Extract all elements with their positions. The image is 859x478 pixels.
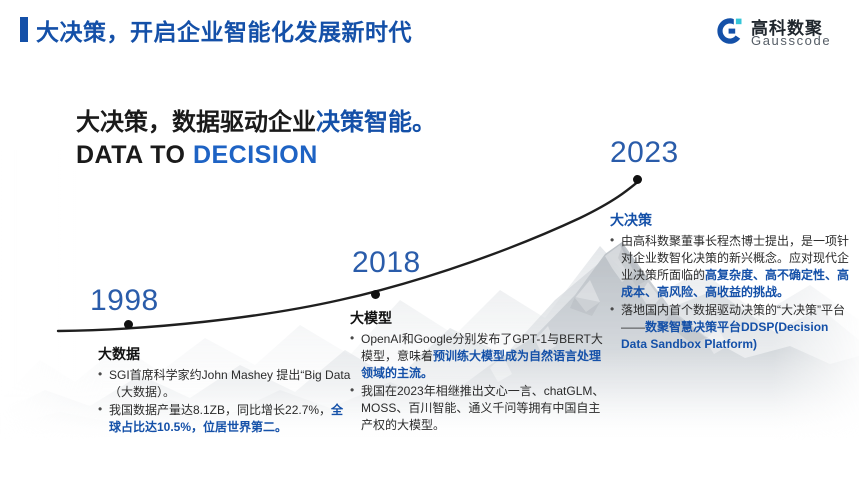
headline-block: 大决策，数据驱动企业决策智能。 DATA TO DECISION <box>76 108 436 170</box>
milestone-year-label: 1998 <box>90 284 159 317</box>
milestone-heading: 大决策 <box>610 212 652 228</box>
gausscode-g-logo-icon <box>717 18 742 44</box>
milestone-body: 大模型 OpenAI和Google分别发布了GPT-1与BERT大模型，意味着预… <box>350 310 606 434</box>
slide-header: 大决策，开启企业智能化发展新时代 高科数聚 Gausscode <box>0 0 859 58</box>
milestone-dot-2023 <box>633 175 642 184</box>
headline-cn-part2: 决策智能。 <box>316 109 436 136</box>
logo-name-cn: 高科数聚 <box>751 19 823 38</box>
milestone-year-label: 2023 <box>610 136 679 169</box>
milestone-bullet-list: SGI首席科学家约John Mashey 提出“Big Data（大数据）。 我… <box>98 366 352 436</box>
header-accent-bar <box>20 17 28 42</box>
list-item: OpenAI和Google分别发布了GPT-1与BERT大模型，意味着预训练大模… <box>350 330 606 382</box>
page-title: 大决策，开启企业智能化发展新时代 <box>36 19 412 45</box>
milestone-dot-2018 <box>371 290 380 299</box>
milestone-bullet-list: OpenAI和Google分别发布了GPT-1与BERT大模型，意味着预训练大模… <box>350 330 606 434</box>
headline-cn: 大决策，数据驱动企业决策智能。 <box>76 108 436 138</box>
milestone-heading: 大模型 <box>350 310 392 326</box>
bullet-segment: SGI首席科学家约John Mashey 提出“Big Data（大数据）。 <box>109 367 351 399</box>
list-item: 落地国内首个数据驱动决策的“大决策”平台——数聚智慧决策平台DDSP(Decis… <box>610 301 856 353</box>
headline-en-part1: DATA TO <box>76 141 193 169</box>
logo-name-en: Gausscode <box>751 33 832 48</box>
list-item: SGI首席科学家约John Mashey 提出“Big Data（大数据）。 <box>98 366 352 401</box>
milestone-2023: 2023 大决策 由高科数聚董事长程杰博士提出，是一项针对企业数智化决策的新兴概… <box>604 138 856 354</box>
list-item: 我国数据产量达8.1ZB，同比增长22.7%，全球占比达10.5%，位居世界第二… <box>98 401 352 436</box>
company-logo: 高科数聚 Gausscode <box>715 12 843 52</box>
headline-en-part2: DECISION <box>192 141 318 169</box>
milestone-2018: 2018 大模型 OpenAI和Google分别发布了GPT-1与BERT大模型… <box>344 248 606 435</box>
list-item: 我国在2023年相继推出文心一言、chatGLM、MOSS、百川智能、通义千问等… <box>350 382 606 434</box>
headline-cn-part1: 大决策，数据驱动企业 <box>76 109 316 136</box>
headline-en: DATA TO DECISION <box>76 141 436 170</box>
milestone-dot-1998 <box>124 320 133 329</box>
bullet-segment-emphasis: 数聚智慧决策平台DDSP(Decision Data Sandbox Platf… <box>621 319 829 351</box>
list-item: 由高科数聚董事长程杰博士提出，是一项针对企业数智化决策的新兴概念。应对现代企业决… <box>610 232 856 301</box>
milestone-year-label: 2018 <box>352 246 421 279</box>
milestone-bullet-list: 由高科数聚董事长程杰博士提出，是一项针对企业数智化决策的新兴概念。应对现代企业决… <box>610 232 856 353</box>
milestone-body: 大数据 SGI首席科学家约John Mashey 提出“Big Data（大数据… <box>98 346 352 436</box>
milestone-body: 大决策 由高科数聚董事长程杰博士提出，是一项针对企业数智化决策的新兴概念。应对现… <box>610 212 856 353</box>
milestone-1998: 1998 大数据 SGI首席科学家约John Mashey 提出“Big Dat… <box>82 286 352 437</box>
bullet-segment: 我国在2023年相继推出文心一言、chatGLM、MOSS、百川智能、通义千问等… <box>361 383 605 432</box>
bullet-segment: 我国数据产量达8.1ZB，同比增长22.7%， <box>109 402 332 417</box>
milestone-heading: 大数据 <box>98 346 140 362</box>
